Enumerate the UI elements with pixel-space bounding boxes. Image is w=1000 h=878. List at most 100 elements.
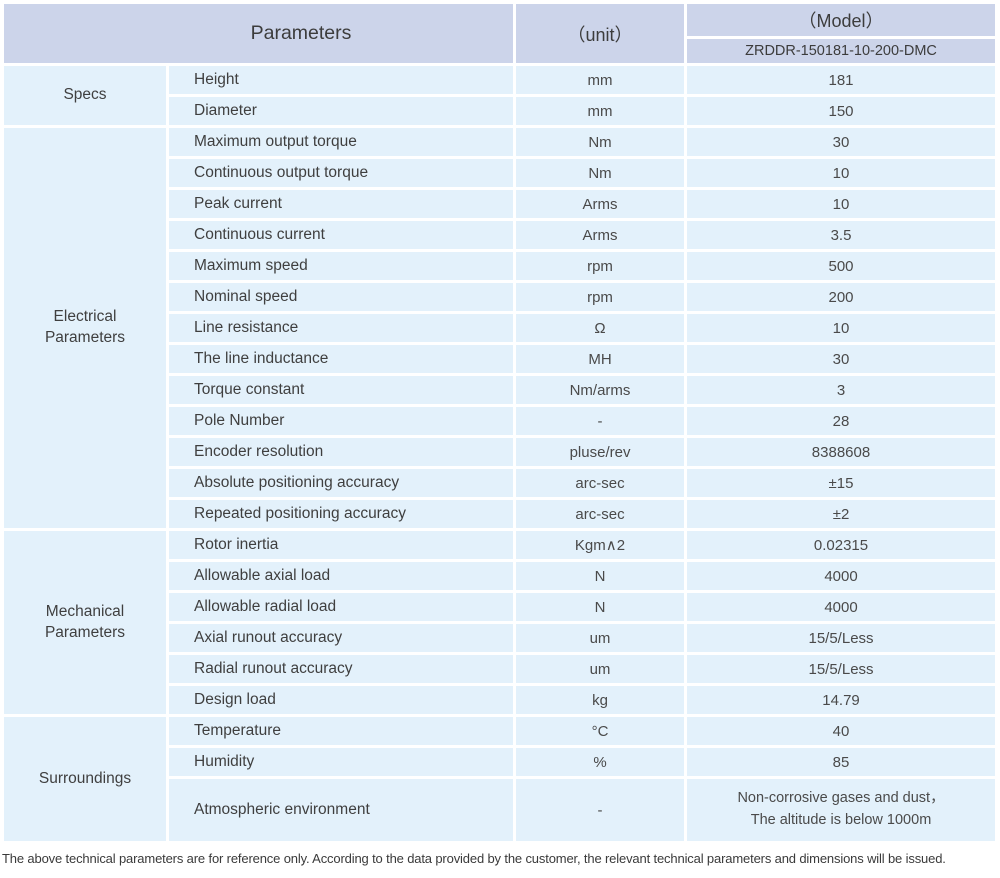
- value-cell: 10: [687, 190, 995, 218]
- unit-cell: arc-sec: [516, 469, 685, 497]
- unit-cell: -: [516, 779, 685, 841]
- param-label: Torque constant: [169, 376, 514, 404]
- value-cell: 28: [687, 407, 995, 435]
- value-cell: 15/5/Less: [687, 655, 995, 683]
- table-row: Line resistance Ω 10: [4, 314, 995, 342]
- unit-cell: um: [516, 624, 685, 652]
- table-row: Radial runout accuracy um 15/5/Less: [4, 655, 995, 683]
- table-row: Continuous output torque Nm 10: [4, 159, 995, 187]
- section-label-specs: Specs: [4, 66, 166, 125]
- param-label: Rotor inertia: [169, 531, 514, 559]
- table-row: Mechanical Parameters Rotor inertia Kgm∧…: [4, 531, 995, 714]
- param-label: Design load: [169, 686, 514, 714]
- table-row: Pole Number - 28: [4, 407, 995, 435]
- param-label: Temperature: [169, 717, 514, 745]
- header-parameters: Parameters: [4, 4, 514, 63]
- param-label: Absolute positioning accuracy: [169, 469, 514, 497]
- unit-cell: um: [516, 655, 685, 683]
- table-row: Diameter mm 150: [4, 97, 995, 125]
- value-cell: 500: [687, 252, 995, 280]
- value-cell: 0.02315: [687, 531, 995, 559]
- value-cell: 15/5/Less: [687, 624, 995, 652]
- header-row-1: Parameters （unit） （Model）: [4, 4, 995, 63]
- unit-cell: Nm/arms: [516, 376, 685, 404]
- param-label: Height: [169, 66, 514, 94]
- unit-cell: kg: [516, 686, 685, 714]
- param-label: The line inductance: [169, 345, 514, 373]
- param-label: Continuous current: [169, 221, 514, 249]
- table-row: Nominal speed rpm 200: [4, 283, 995, 311]
- param-label: Pole Number: [169, 407, 514, 435]
- value-cell: 10: [687, 314, 995, 342]
- table-row: Allowable radial load N 4000: [4, 593, 995, 621]
- unit-cell: MH: [516, 345, 685, 373]
- table-row: Repeated positioning accuracy arc-sec ±2: [4, 500, 995, 528]
- param-label: Continuous output torque: [169, 159, 514, 187]
- unit-cell: -: [516, 407, 685, 435]
- value-cell: 10: [687, 159, 995, 187]
- value-cell: 150: [687, 97, 995, 125]
- param-label: Maximum speed: [169, 252, 514, 280]
- value-cell: 85: [687, 748, 995, 776]
- table-row: Electrical Parameters Maximum output tor…: [4, 128, 995, 528]
- param-label: Humidity: [169, 748, 514, 776]
- value-cell: 181: [687, 66, 995, 94]
- table-row: Axial runout accuracy um 15/5/Less: [4, 624, 995, 652]
- unit-cell: Ω: [516, 314, 685, 342]
- param-label: Nominal speed: [169, 283, 514, 311]
- spec-table: Parameters （unit） （Model） ZRDDR-150181-1…: [1, 1, 998, 844]
- value-cell: 200: [687, 283, 995, 311]
- footnote: The above technical parameters are for r…: [2, 851, 946, 866]
- unit-cell: °C: [516, 717, 685, 745]
- unit-cell: N: [516, 562, 685, 590]
- value-cell: 14.79: [687, 686, 995, 714]
- value-cell: 30: [687, 128, 995, 156]
- value-cell: 4000: [687, 593, 995, 621]
- param-label: Radial runout accuracy: [169, 655, 514, 683]
- header-model-number: ZRDDR-150181-10-200-DMC: [687, 39, 995, 63]
- table-row: Maximum speed rpm 500: [4, 252, 995, 280]
- table-row: Allowable axial load N 4000: [4, 562, 995, 590]
- header-unit: （unit）: [516, 4, 685, 63]
- value-cell: ±2: [687, 500, 995, 528]
- unit-cell: mm: [516, 97, 685, 125]
- param-label: Repeated positioning accuracy: [169, 500, 514, 528]
- table-row: Humidity % 85: [4, 748, 995, 776]
- value-cell: 40: [687, 717, 995, 745]
- table-row: Torque constant Nm/arms 3: [4, 376, 995, 404]
- unit-cell: rpm: [516, 252, 685, 280]
- unit-cell: N: [516, 593, 685, 621]
- table-row: Specs Height mm 181: [4, 66, 995, 125]
- value-cell: 3: [687, 376, 995, 404]
- section-label-mechanical: Mechanical Parameters: [4, 531, 166, 714]
- unit-cell: Kgm∧2: [516, 531, 685, 559]
- table-row: Peak current Arms 10: [4, 190, 995, 218]
- param-label: Line resistance: [169, 314, 514, 342]
- unit-cell: mm: [516, 66, 685, 94]
- param-label: Atmospheric environment: [169, 779, 514, 841]
- value-cell: 8388608: [687, 438, 995, 466]
- table-row: The line inductance MH 30: [4, 345, 995, 373]
- unit-cell: pluse/rev: [516, 438, 685, 466]
- table-row: Continuous current Arms 3.5: [4, 221, 995, 249]
- param-label: Maximum output torque: [169, 128, 514, 156]
- section-label-surroundings: Surroundings: [4, 717, 166, 841]
- table-row: Design load kg 14.79: [4, 686, 995, 714]
- unit-cell: Arms: [516, 190, 685, 218]
- param-label: Axial runout accuracy: [169, 624, 514, 652]
- param-label: Diameter: [169, 97, 514, 125]
- value-cell: ±15: [687, 469, 995, 497]
- table-row: Atmospheric environment - Non-corrosive …: [4, 779, 995, 841]
- unit-cell: %: [516, 748, 685, 776]
- table-row: Absolute positioning accuracy arc-sec ±1…: [4, 469, 995, 497]
- param-label: Encoder resolution: [169, 438, 514, 466]
- param-label: Allowable axial load: [169, 562, 514, 590]
- header-row-2: ZRDDR-150181-10-200-DMC: [4, 39, 995, 63]
- unit-cell: Nm: [516, 159, 685, 187]
- table-row: Surroundings Temperature °C 40: [4, 717, 995, 841]
- unit-cell: rpm: [516, 283, 685, 311]
- value-cell: 4000: [687, 562, 995, 590]
- param-label: Peak current: [169, 190, 514, 218]
- value-cell: 30: [687, 345, 995, 373]
- value-cell: Non-corrosive gases and dust， The altitu…: [687, 779, 995, 841]
